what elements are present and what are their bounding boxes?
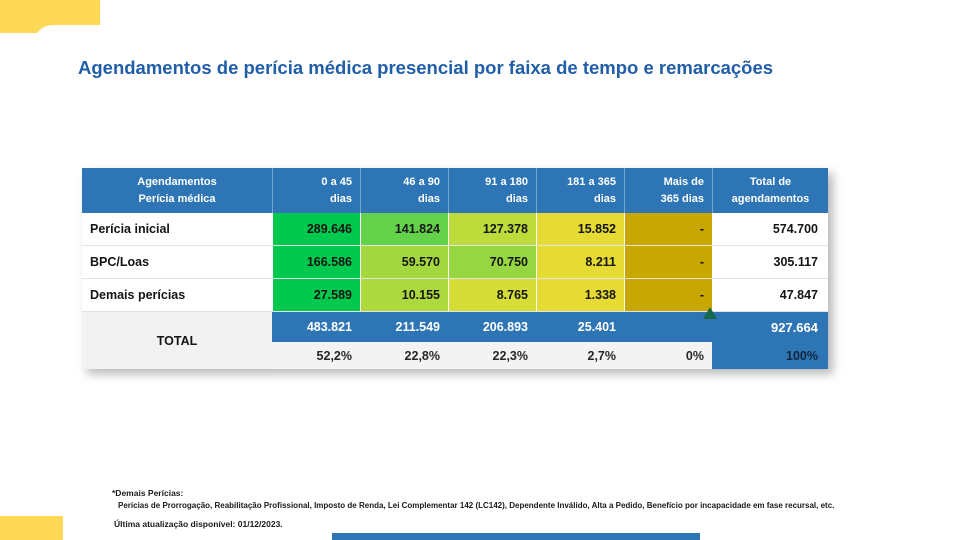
- header-line: 365 dias: [660, 192, 704, 205]
- percent-value: 0%: [685, 348, 704, 363]
- heatmap-cell: 8.211: [536, 246, 624, 278]
- page-title: Agendamentos de perícia médica presencia…: [78, 57, 774, 78]
- heatmap-cell: 27.589: [272, 279, 360, 311]
- grand-total-value: 927.664: [771, 319, 818, 335]
- row-total: 305.117: [773, 255, 819, 269]
- footnote-title: *Demais Perícias:: [112, 488, 184, 498]
- heatmap-cell: 70.750: [448, 246, 536, 278]
- header-line: dias: [329, 192, 352, 205]
- percent-row: 52,2% 22,8% 22,3% 2,7% 0%: [272, 342, 712, 369]
- heatmap-cell: -: [624, 279, 712, 311]
- heatmap-cell: -: [624, 213, 712, 245]
- heatmap-cell: 15.852: [536, 213, 624, 245]
- table-header-row: Agendamentos Perícia médica 0 a 45 dias …: [82, 168, 828, 213]
- heatmap-cell: 141.824: [360, 213, 448, 245]
- accent-bar-bottom-left: [0, 516, 63, 540]
- total-value: 483.821: [306, 320, 352, 334]
- percent-value: 2,7%: [587, 348, 617, 363]
- total-values-block: 483.821 211.549 206.893 25.401 52,2% 22,…: [272, 312, 712, 369]
- rounded-corner-cover: [33, 25, 128, 59]
- table-total-rows: TOTAL 483.821 211.549 206.893 25.401 52,…: [82, 312, 828, 369]
- comment-marker-triangle: [703, 307, 717, 319]
- row-total: 574.700: [772, 222, 818, 236]
- header-line: agendamentos: [731, 192, 810, 205]
- percent-value: 52,2%: [316, 348, 352, 363]
- table-row-demais-pericias: Demais perícias 27.589 10.155 8.765 1.33…: [82, 279, 828, 312]
- percent-value: 22,3%: [492, 348, 528, 363]
- header-line: Mais de: [663, 176, 704, 188]
- heatmap-cell: -: [624, 246, 712, 278]
- total-value: 206.893: [482, 320, 528, 334]
- footnote-detail: Perícias de Prorrogação, Reabilitação Pr…: [118, 501, 835, 510]
- total-value: [624, 312, 712, 342]
- header-line: 46 a 90: [403, 176, 440, 188]
- percent-value: 22,8%: [404, 348, 440, 363]
- header-line: Agendamentos: [137, 176, 217, 188]
- header-line: dias: [417, 192, 440, 205]
- grand-total-cell: 927.664 100%: [712, 312, 828, 369]
- table-row-bpc-loas: BPC/Loas 166.586 59.570 70.750 8.211 - 3…: [82, 246, 828, 279]
- header-line: Perícia médica: [138, 192, 216, 205]
- last-update-note: Última atualização disponível: 01/12/202…: [114, 519, 283, 529]
- header-cell-46-90: 46 a 90 dias: [360, 168, 448, 213]
- header-line: dias: [505, 192, 528, 205]
- header-line: 181 a 365: [567, 176, 616, 188]
- accent-bar-bottom-center: [332, 533, 700, 540]
- heatmap-cell: 59.570: [360, 246, 448, 278]
- header-line: 91 a 180: [485, 176, 528, 188]
- header-line: 0 a 45: [321, 176, 352, 188]
- heatmap-cell: 166.586: [272, 246, 360, 278]
- header-cell-total: Total de agendamentos: [712, 168, 828, 213]
- heatmap-cell: 127.378: [448, 213, 536, 245]
- table-row-pericia-inicial: Perícia inicial 289.646 141.824 127.378 …: [82, 213, 828, 246]
- total-values-row: 483.821 211.549 206.893 25.401: [272, 312, 712, 342]
- header-cell-mais-365: Mais de 365 dias: [624, 168, 712, 213]
- row-label: Perícia inicial: [90, 222, 170, 236]
- heatmap-cell: 10.155: [360, 279, 448, 311]
- total-value: 211.549: [395, 320, 441, 334]
- row-total: 47.847: [779, 288, 818, 302]
- heatmap-cell: 289.646: [272, 213, 360, 245]
- total-value: 25.401: [577, 320, 616, 334]
- row-label: Demais perícias: [90, 288, 186, 302]
- header-cell-0-45: 0 a 45 dias: [272, 168, 360, 213]
- total-label: TOTAL: [82, 312, 272, 369]
- heatmap-cell: 1.338: [536, 279, 624, 311]
- header-line: dias: [593, 192, 616, 205]
- grand-total-percent: 100%: [786, 348, 818, 363]
- header-line: Total de: [749, 176, 792, 188]
- heatmap-cell: 8.765: [448, 279, 536, 311]
- header-cell-91-180: 91 a 180 dias: [448, 168, 536, 213]
- row-label: BPC/Loas: [90, 255, 150, 269]
- data-table: Agendamentos Perícia médica 0 a 45 dias …: [82, 168, 828, 369]
- header-cell-181-365: 181 a 365 dias: [536, 168, 624, 213]
- header-cell-label: Agendamentos Perícia médica: [82, 168, 272, 213]
